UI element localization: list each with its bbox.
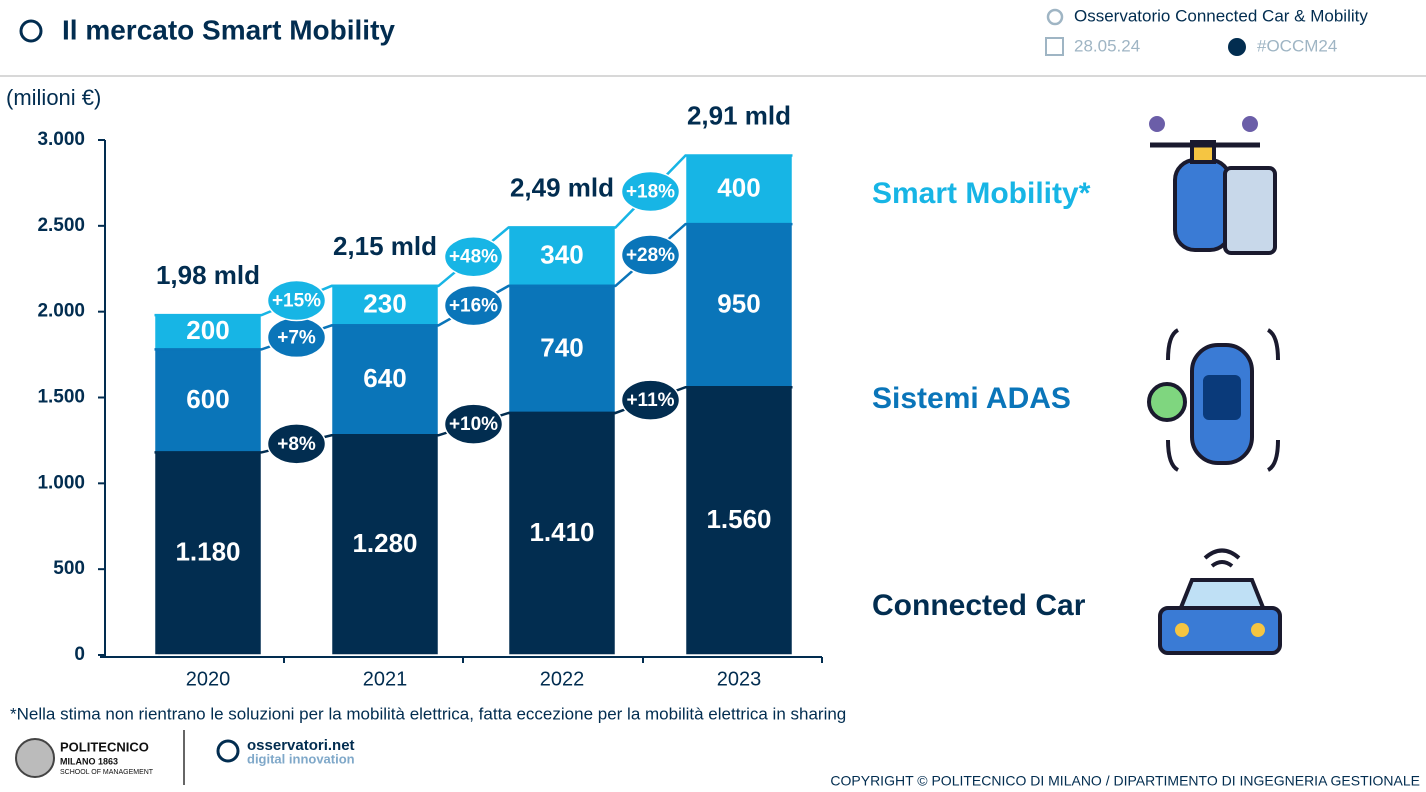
logo-icon [19, 19, 43, 43]
total-label: 2,91 mld [687, 100, 791, 130]
logo2-sub: digital innovation [247, 751, 355, 766]
polimi-seal [15, 738, 55, 778]
bar-segment [153, 348, 263, 454]
growth-bubble [443, 403, 504, 445]
copyright: COPYRIGHT © POLITECNICO DI MILANO / DIPA… [830, 773, 1420, 789]
value-label: 230 [363, 289, 406, 319]
logo2: osservatori.net [247, 737, 355, 754]
growth-bubble [620, 379, 681, 421]
growth-label: +48% [449, 247, 498, 268]
bar-segment [507, 226, 617, 287]
value-label: 200 [186, 315, 229, 345]
value-label: 1.410 [529, 517, 594, 547]
bar-segment [507, 412, 617, 656]
calendar-icon [1045, 37, 1064, 56]
logo1-sub2: SCHOOL OF MANAGEMENT [60, 769, 154, 776]
title: Il mercato Smart Mobility [62, 14, 395, 45]
logo1-sub: MILANO 1863 [60, 756, 118, 766]
observatory: Osservatorio Connected Car & Mobility [1074, 6, 1368, 25]
bar-segment [684, 223, 794, 388]
value-label: 1.180 [175, 537, 240, 567]
value-label: 1.560 [706, 504, 771, 534]
growth-bubble [266, 423, 327, 465]
value-label: 600 [186, 384, 229, 414]
car-icon [1158, 548, 1282, 655]
bar-segment [330, 434, 440, 656]
obs-icon [1046, 8, 1064, 26]
bar-segment [330, 324, 440, 437]
growth-bubble [266, 279, 327, 322]
bar-segment [684, 386, 794, 656]
growth-bubble [620, 234, 681, 276]
value-label: 640 [363, 363, 406, 393]
y-tick-label: 2.500 [37, 215, 85, 236]
total-label: 1,98 mld [156, 260, 260, 290]
legend-label: Connected Car [872, 589, 1086, 622]
growth-label: +28% [626, 245, 675, 266]
x-tick-label: 2022 [540, 668, 585, 690]
value-label: 400 [717, 173, 760, 203]
growth-label: +8% [277, 434, 316, 455]
adas-icon [1147, 328, 1280, 472]
unit-label: (milioni €) [6, 85, 101, 110]
value-label: 950 [717, 289, 760, 319]
growth-label: +16% [449, 296, 498, 317]
growth-label: +7% [277, 327, 316, 348]
bar-segment [684, 154, 794, 225]
y-tick-label: 500 [53, 558, 85, 579]
value-label: 1.280 [352, 528, 417, 558]
bar-segment [507, 285, 617, 414]
x-axis-ticks [283, 657, 823, 663]
growth-bubble [443, 235, 504, 278]
growth-label: +15% [272, 291, 321, 312]
x-tick-label: 2021 [363, 668, 408, 690]
growth-bubble [620, 170, 681, 213]
obs-logo-icon [216, 739, 240, 763]
x-tick-label: 2020 [186, 668, 231, 690]
y-tick-label: 3.000 [37, 129, 85, 150]
y-tick-label: 0 [74, 644, 85, 665]
scooter-icon [1149, 116, 1277, 255]
growth-bubble [443, 284, 504, 327]
x-tick-label: 2023 [717, 668, 762, 690]
y-tick-label: 1.500 [37, 387, 85, 408]
footnote: *Nella stima non rientrano le soluzioni … [10, 704, 846, 723]
legend-label: Smart Mobility* [872, 177, 1091, 210]
y-tick-label: 1.000 [37, 472, 85, 493]
growth-label: +10% [449, 414, 498, 435]
value-label: 340 [540, 240, 583, 270]
date: 28.05.24 [1074, 36, 1140, 55]
y-tick-label: 2.000 [37, 301, 85, 322]
total-label: 2,49 mld [510, 172, 614, 202]
x-icon [1228, 38, 1246, 56]
bar-segment [153, 314, 263, 351]
growth-label: +18% [626, 182, 675, 203]
logo1: POLITECNICO [60, 739, 149, 754]
growth-label: +11% [626, 390, 674, 411]
hashtag: #OCCM24 [1257, 36, 1337, 55]
value-label: 740 [540, 332, 583, 362]
legend-label: Sistemi ADAS [872, 382, 1071, 415]
total-label: 2,15 mld [333, 231, 437, 261]
